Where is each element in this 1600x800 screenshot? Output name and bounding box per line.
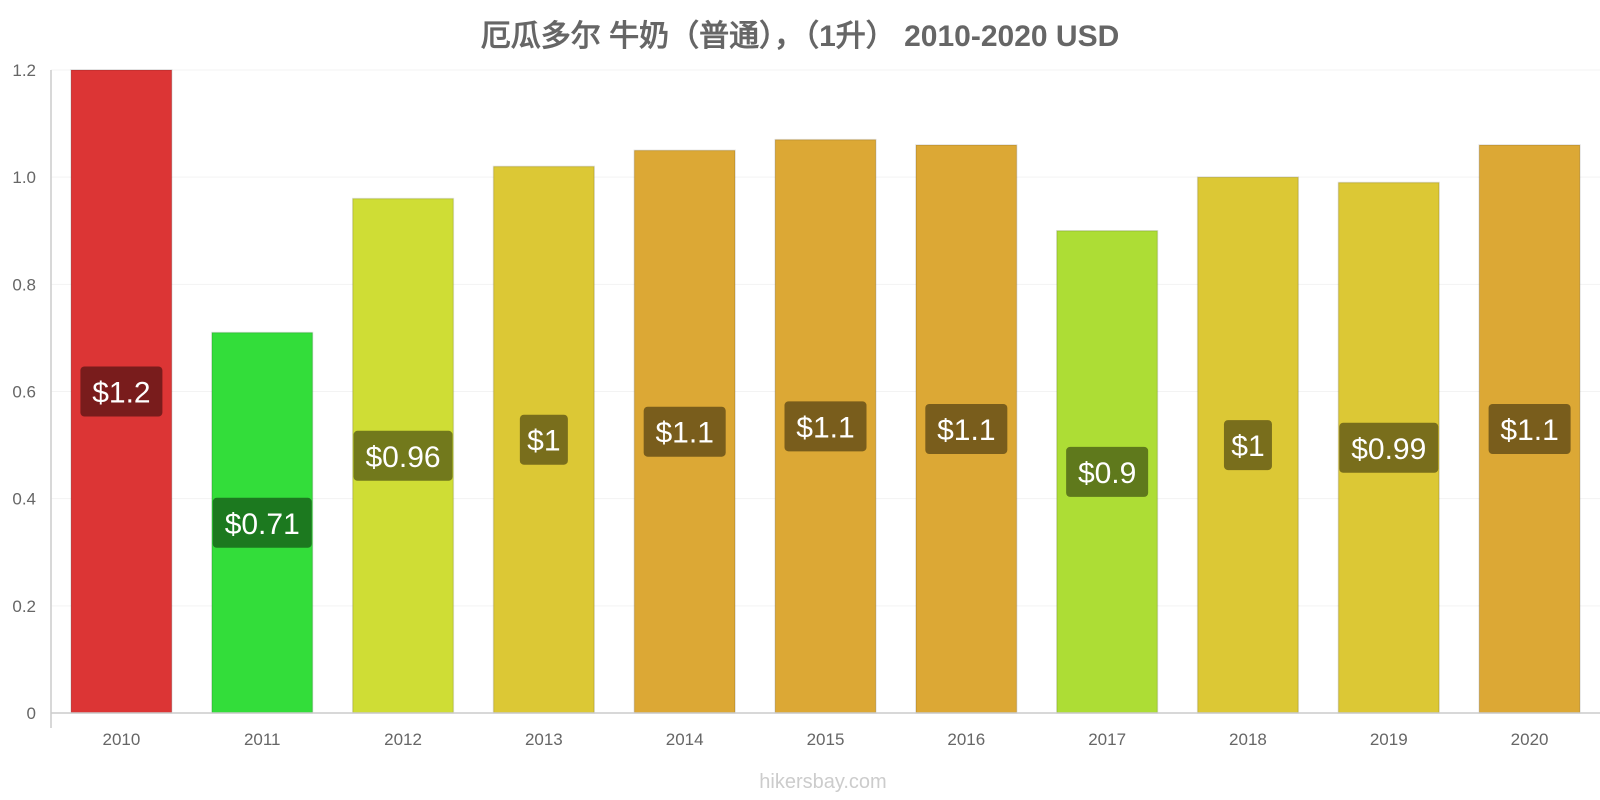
data-label-box bbox=[1488, 404, 1571, 455]
y-tick-label: 1.0 bbox=[12, 168, 36, 187]
data-label: $1.1 bbox=[937, 414, 995, 447]
x-tick-label: 2013 bbox=[525, 730, 563, 749]
data-label-box bbox=[1339, 422, 1439, 473]
y-tick-label: 0.6 bbox=[12, 383, 36, 402]
y-tick-label: 0 bbox=[27, 704, 36, 723]
data-label: $1.1 bbox=[796, 411, 854, 444]
data-label-box bbox=[643, 406, 726, 457]
x-axis-tick-labels: 2010 2011 2012 2013 2014 2015 2016 2017 2018 2019… bbox=[102, 730, 1548, 749]
x-tick-label: 2017 bbox=[1088, 730, 1126, 749]
data-label-box bbox=[212, 497, 312, 548]
x-tick-label: 2020 bbox=[1511, 730, 1549, 749]
y-tick-label: 0.2 bbox=[12, 597, 36, 616]
y-axis-tick-labels: 0 0.2 0.4 0.6 0.8 1.0 1.2 bbox=[12, 61, 36, 723]
data-labels: $1.2 $0.71 $0.96 $1 $1.1 $1.1 $1.1 $0.9 $1 $0.99 $… bbox=[80, 366, 1571, 548]
data-label-box bbox=[353, 430, 453, 481]
x-tick-label: 2011 bbox=[244, 730, 281, 749]
data-label: $1.1 bbox=[1500, 414, 1558, 447]
x-tick-label: 2016 bbox=[947, 730, 985, 749]
data-label-box bbox=[1223, 420, 1272, 471]
y-tick-label: 1.2 bbox=[12, 61, 36, 80]
data-label-box bbox=[519, 414, 568, 465]
x-tick-label: 2012 bbox=[384, 730, 422, 749]
data-label: $0.99 bbox=[1351, 433, 1426, 466]
x-tick-label: 2018 bbox=[1229, 730, 1267, 749]
x-tick-label: 2019 bbox=[1370, 730, 1408, 749]
data-label: $1.1 bbox=[655, 417, 713, 450]
data-label: $1 bbox=[1231, 430, 1264, 463]
credit-text: hikersbay.com bbox=[759, 771, 886, 793]
data-label: $0.96 bbox=[366, 441, 441, 474]
chart-title: 厄瓜多尔 牛奶（普通），（1升） 2010-2020 USD bbox=[481, 19, 1120, 53]
data-label: $0.9 bbox=[1078, 457, 1136, 490]
x-tick-label: 2010 bbox=[102, 730, 140, 749]
x-tick-label: 2015 bbox=[807, 730, 845, 749]
data-label-box bbox=[925, 404, 1008, 455]
data-label: $1.2 bbox=[92, 377, 150, 410]
y-tick-label: 0.4 bbox=[12, 490, 36, 509]
data-label-box bbox=[784, 401, 867, 452]
y-tick-label: 0.8 bbox=[12, 275, 36, 294]
data-label: $0.71 bbox=[225, 508, 300, 541]
data-label: $1 bbox=[527, 425, 560, 458]
bars bbox=[70, 69, 1581, 714]
data-label-box bbox=[1066, 446, 1149, 497]
data-label-box bbox=[80, 366, 163, 417]
x-tick-label: 2014 bbox=[666, 730, 704, 749]
